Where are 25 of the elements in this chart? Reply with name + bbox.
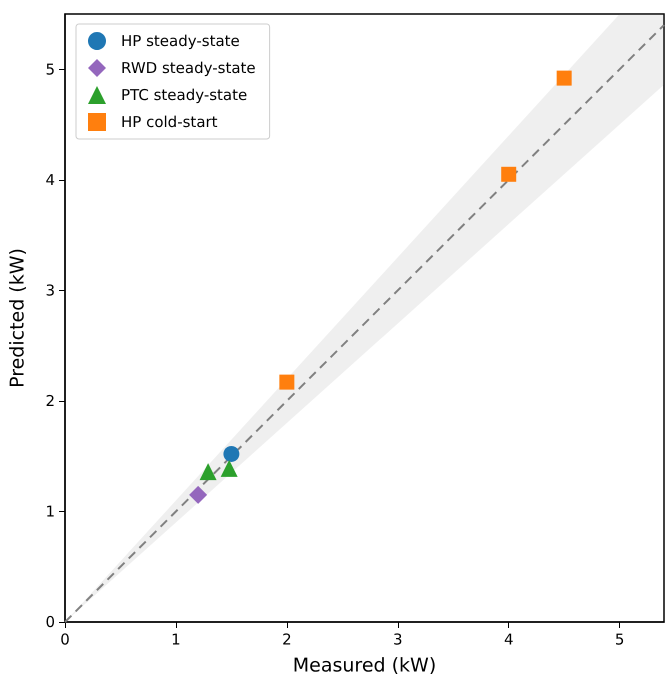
point [189,486,208,504]
point [223,446,240,462]
point [279,374,294,390]
y-tick-label: 3 [45,281,55,300]
legend-label: HP steady-state [121,32,240,50]
x-tick-label: 2 [282,630,292,648]
point [501,166,516,182]
x-tick-label: 1 [171,630,181,648]
legend-label: HP cold-start [121,113,218,131]
x-tick-label: 5 [614,630,624,648]
point [200,463,217,480]
y-tick-label: 5 [45,60,55,78]
y-tick-label: 2 [45,392,55,410]
x-tick-label: 3 [393,630,403,648]
y-tick-label: 1 [45,502,55,520]
y-tick-label: 0 [45,613,55,631]
x-axis-title: Measured (kW) [292,654,436,676]
point [556,70,572,86]
x-tick-label: 4 [504,630,514,648]
point [220,460,238,477]
y-tick-label: 4 [45,170,55,189]
y-axis-title: Predicted (kW) [6,248,28,388]
x-tick-label: 0 [60,630,70,648]
legend-label: RWD steady-state [121,59,256,77]
legend-label: PTC steady-state [121,86,248,104]
